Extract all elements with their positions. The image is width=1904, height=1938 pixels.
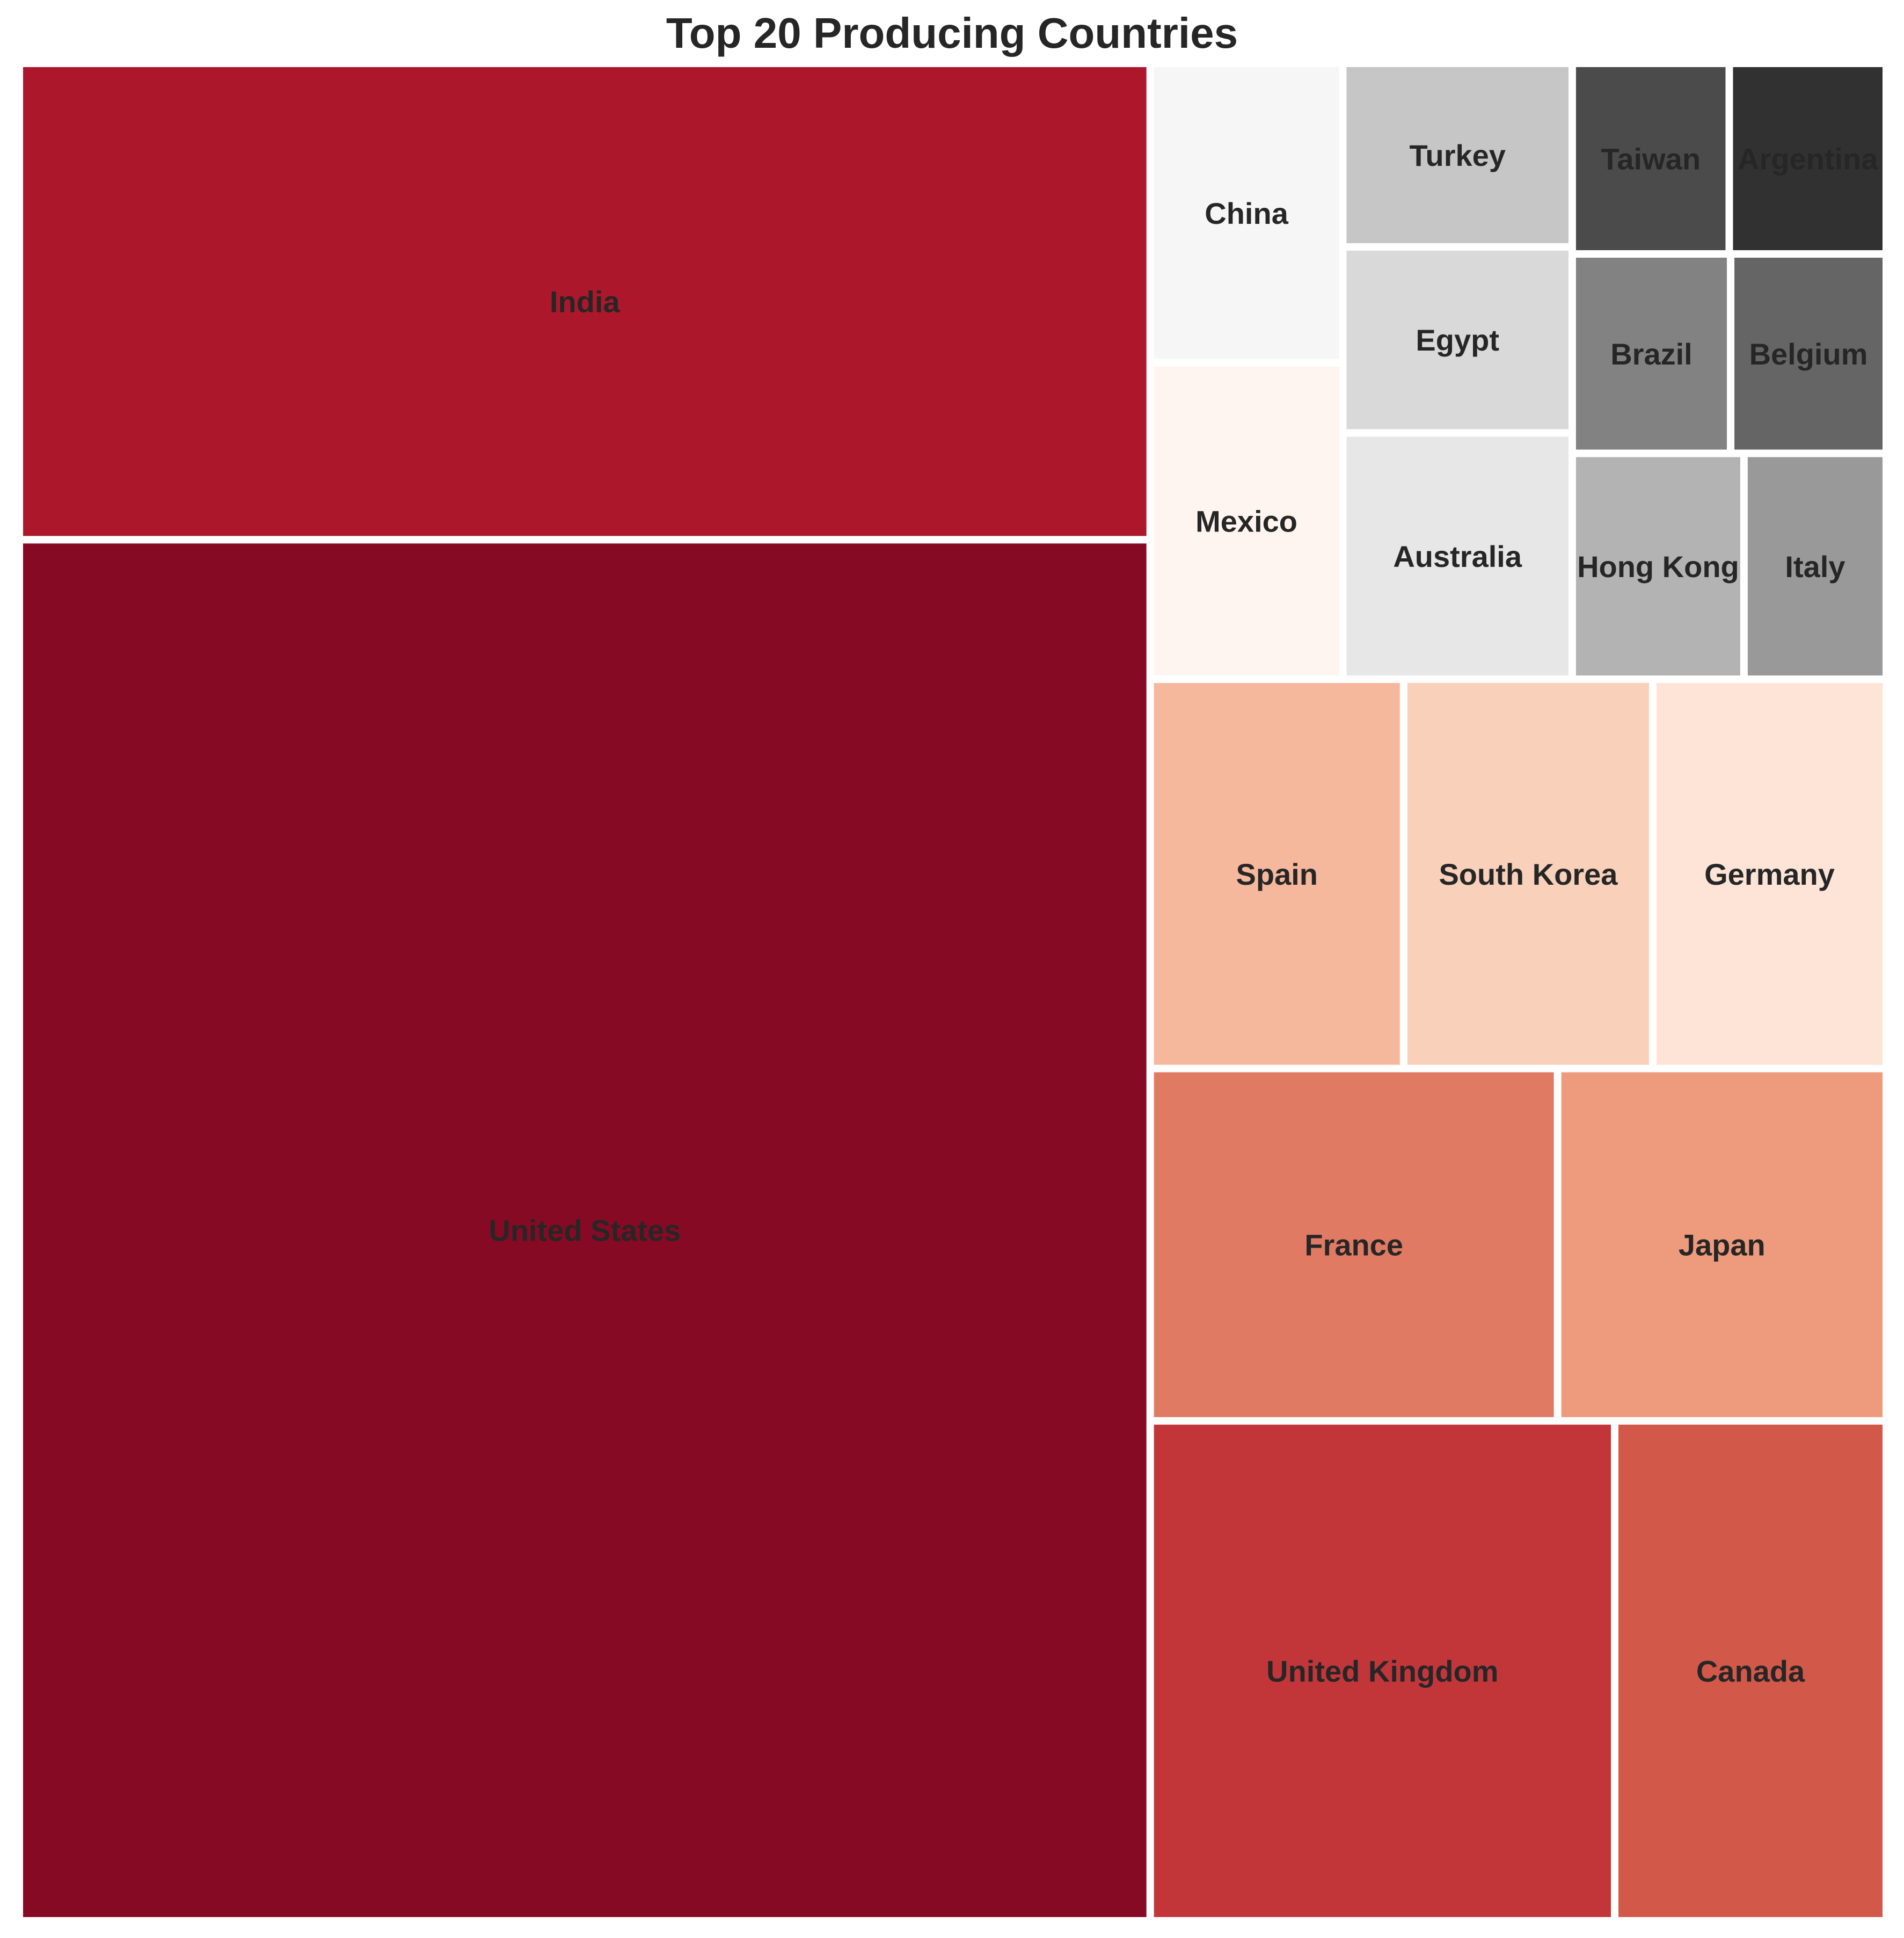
tile-rect-brazil	[1575, 258, 1727, 450]
tile-brazil: Brazil	[1575, 258, 1727, 450]
tile-rect-united-kingdom	[1154, 1424, 1611, 1917]
tile-label-india: India	[550, 285, 621, 319]
tile-rect-taiwan	[1575, 67, 1726, 251]
tile-spain: Spain	[1154, 683, 1400, 1065]
tile-label-germany: Germany	[1704, 857, 1835, 891]
tile-label-italy: Italy	[1785, 550, 1845, 584]
tile-germany: Germany	[1657, 683, 1883, 1065]
tile-belgium: Belgium	[1734, 258, 1883, 450]
tile-france: France	[1154, 1072, 1554, 1417]
tile-rect-hong-kong	[1575, 457, 1740, 676]
tile-turkey: Turkey	[1346, 67, 1569, 243]
tile-rect-mexico	[1154, 366, 1339, 676]
tile-egypt: Egypt	[1346, 250, 1569, 429]
tile-rect-south-korea	[1407, 683, 1650, 1065]
tile-rect-italy	[1747, 457, 1883, 676]
tile-label-belgium: Belgium	[1749, 337, 1868, 371]
tile-label-mexico: Mexico	[1195, 504, 1297, 538]
tile-hong-kong: Hong Kong	[1575, 457, 1740, 676]
tile-australia: Australia	[1346, 436, 1569, 676]
tile-rect-canada	[1618, 1424, 1883, 1917]
tile-label-brazil: Brazil	[1610, 337, 1693, 371]
tile-label-spain: Spain	[1236, 857, 1318, 891]
tile-south-korea: South Korea	[1407, 683, 1650, 1065]
tile-label-united-kingdom: United Kingdom	[1266, 1654, 1498, 1688]
tile-label-united-states: United States	[488, 1214, 681, 1248]
tile-rect-spain	[1154, 683, 1400, 1065]
tile-india: India	[23, 67, 1147, 536]
tile-china: China	[1154, 67, 1339, 359]
tile-united-states: United States	[23, 543, 1147, 1918]
tile-rect-japan	[1561, 1072, 1883, 1417]
tile-label-australia: Australia	[1393, 540, 1522, 573]
tile-label-taiwan: Taiwan	[1601, 142, 1701, 176]
tile-rect-egypt	[1346, 250, 1569, 429]
tile-label-hong-kong: Hong Kong	[1577, 550, 1739, 584]
tile-rect-argentina	[1733, 67, 1883, 251]
tile-italy: Italy	[1747, 457, 1883, 676]
tile-rect-france	[1154, 1072, 1554, 1417]
tile-rect-united-states	[23, 543, 1147, 1918]
tile-label-turkey: Turkey	[1409, 139, 1505, 172]
tile-label-argentina: Argentina	[1738, 142, 1878, 176]
tile-label-china: China	[1205, 196, 1288, 230]
tile-canada: Canada	[1618, 1424, 1883, 1917]
tile-label-south-korea: South Korea	[1439, 857, 1618, 891]
tile-rect-china	[1154, 67, 1339, 359]
tile-mexico: Mexico	[1154, 366, 1339, 676]
tile-label-canada: Canada	[1696, 1654, 1805, 1688]
tile-label-france: France	[1304, 1228, 1403, 1262]
tile-rect-germany	[1657, 683, 1883, 1065]
tile-japan: Japan	[1561, 1072, 1883, 1417]
tile-rect-australia	[1346, 436, 1569, 676]
tile-united-kingdom: United Kingdom	[1154, 1424, 1611, 1917]
tile-argentina: Argentina	[1733, 67, 1883, 251]
tile-rect-belgium	[1734, 258, 1883, 450]
tile-rect-india	[23, 67, 1147, 536]
tile-taiwan: Taiwan	[1575, 67, 1726, 251]
tile-label-egypt: Egypt	[1416, 323, 1499, 357]
tile-rect-turkey	[1346, 67, 1569, 243]
tile-label-japan: Japan	[1679, 1228, 1766, 1262]
chart-title: Top 20 Producing Countries	[666, 9, 1238, 57]
